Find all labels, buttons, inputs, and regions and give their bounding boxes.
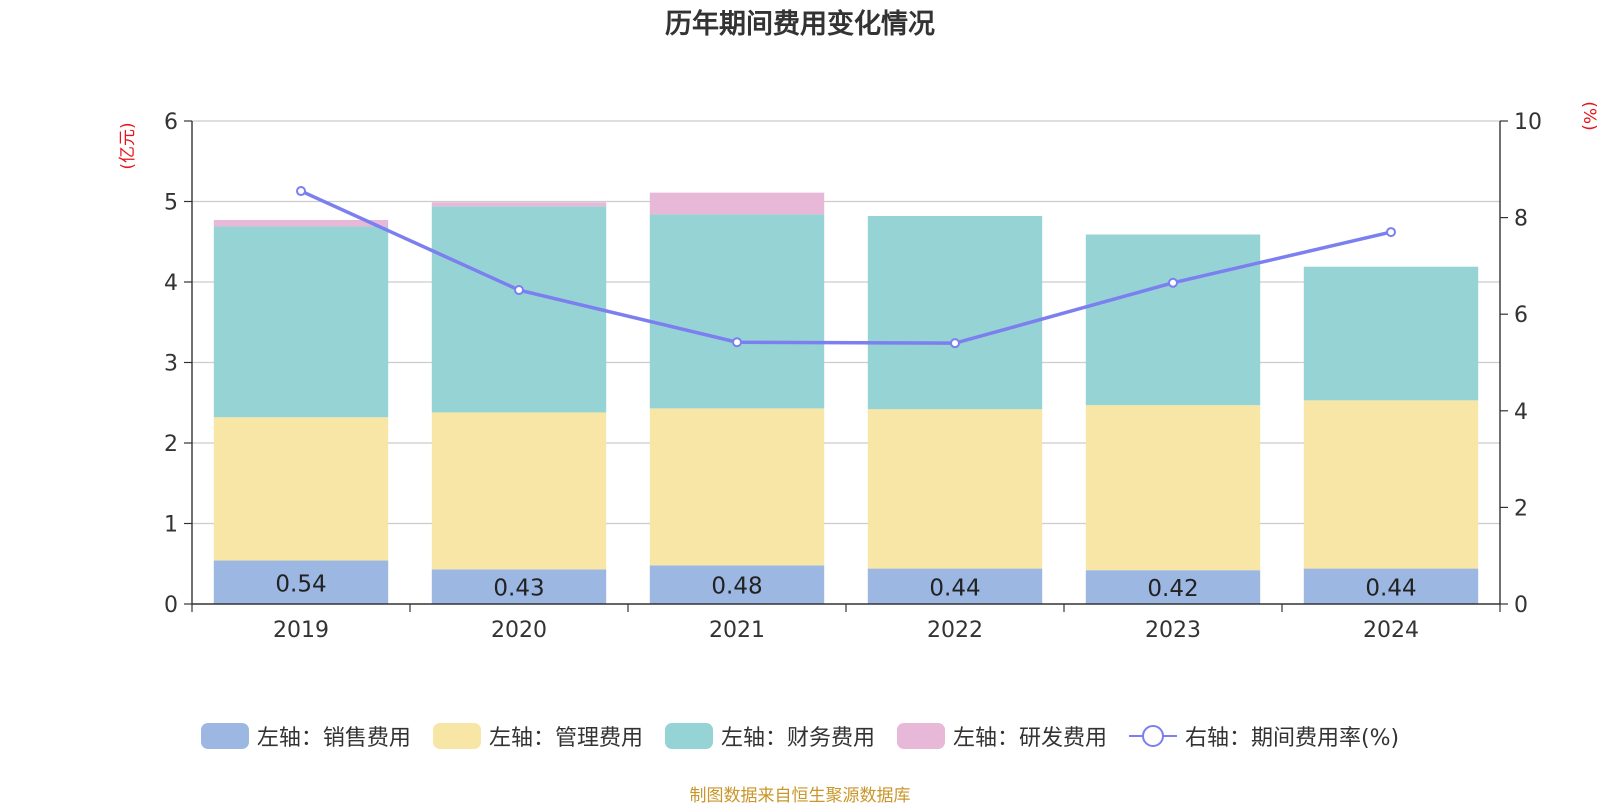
legend-item-rnd[interactable]: 左轴：研发费用	[896, 720, 1107, 752]
y-tick-label-left: 5	[164, 191, 178, 216]
bar-rnd-2019	[213, 220, 389, 227]
y-tick-label-left: 4	[164, 271, 178, 296]
y-tick-label-right: 6	[1514, 303, 1528, 328]
data-label-sales-2023: 0.42	[1147, 576, 1198, 602]
legend-item-admin[interactable]: 左轴：管理费用	[432, 720, 643, 752]
rate-point-2021	[732, 337, 742, 348]
legend-label-admin: 左轴：管理费用	[488, 726, 643, 751]
y-tick-label-right: 4	[1514, 400, 1528, 425]
y-axis-unit-right: (%)	[1579, 101, 1599, 130]
bar-rnd-2021	[649, 192, 825, 215]
y-tick-label-left: 6	[164, 110, 178, 135]
bar-finance-2021	[649, 214, 825, 409]
y-tick-label-right: 2	[1514, 496, 1528, 521]
bar-sales-2022	[867, 568, 1043, 604]
x-tick-label-2019: 2019	[273, 618, 329, 643]
rate-point-2024	[1386, 227, 1396, 238]
y-tick-label-left: 1	[164, 513, 178, 538]
y-axis-unit-left: (亿元)	[118, 122, 138, 169]
bar-admin-2021	[649, 408, 825, 566]
bar-finance-2022	[867, 215, 1043, 410]
chart-title: 历年期间费用变化情况	[665, 8, 935, 40]
data-label-sales-2022: 0.44	[929, 575, 980, 601]
rate-point-2020	[514, 285, 524, 296]
x-tick-label-2023: 2023	[1145, 618, 1201, 643]
bar-finance-2024	[1303, 266, 1479, 401]
y-tick-label-left: 2	[164, 432, 178, 457]
bar-sales-2020	[431, 569, 607, 604]
source-note: 制图数据来自恒生聚源数据库	[689, 786, 911, 806]
legend-swatch-admin	[432, 723, 481, 749]
legend: 左轴：销售费用 左轴：管理费用 左轴：财务费用 左轴：研发费用 右轴：期间费用率…	[0, 720, 1600, 752]
bar-finance-2019	[213, 226, 389, 418]
legend-label-rnd: 左轴：研发费用	[952, 726, 1107, 751]
bar-admin-2023	[1085, 405, 1261, 571]
bar-finance-2023	[1085, 234, 1261, 406]
legend-label-sales: 左轴：销售费用	[256, 726, 411, 751]
legend-item-rate[interactable]: 右轴：期间费用率(%)	[1128, 720, 1400, 752]
bar-finance-2020	[431, 206, 607, 413]
y-tick-label-right: 8	[1514, 207, 1528, 232]
bar-admin-2024	[1303, 400, 1479, 569]
data-label-sales-2021: 0.48	[711, 574, 762, 600]
bar-sales-2021	[649, 565, 825, 604]
y-tick-label-right: 10	[1514, 110, 1542, 135]
legend-swatch-rnd	[896, 723, 945, 749]
legend-swatch-finance	[664, 723, 713, 749]
y-tick-label-left: 3	[164, 352, 178, 377]
rate-point-2023	[1168, 277, 1178, 288]
y-tick-label-left: 0	[164, 593, 178, 618]
legend-item-finance[interactable]: 左轴：财务费用	[664, 720, 875, 752]
legend-label-rate: 右轴：期间费用率(%)	[1184, 726, 1400, 751]
bar-admin-2022	[867, 409, 1043, 569]
rate-line	[300, 189, 1392, 345]
legend-label-finance: 左轴：财务费用	[720, 726, 875, 751]
bar-rnd-2020	[431, 202, 607, 207]
legend-swatch-sales	[200, 723, 249, 749]
x-tick-label-2020: 2020	[491, 618, 547, 643]
bar-admin-2019	[213, 417, 389, 561]
rate-point-2019	[296, 186, 306, 197]
x-tick-label-2024: 2024	[1363, 618, 1419, 643]
bar-admin-2020	[431, 412, 607, 570]
data-label-sales-2020: 0.43	[493, 576, 544, 602]
x-tick-label-2022: 2022	[927, 618, 983, 643]
y-tick-label-right: 0	[1514, 593, 1528, 618]
data-label-sales-2019: 0.54	[275, 571, 326, 597]
bar-sales-2023	[1085, 570, 1261, 604]
legend-swatch-rate	[1128, 723, 1177, 749]
data-label-sales-2024: 0.44	[1365, 575, 1416, 601]
rate-point-2022	[950, 338, 960, 349]
bar-sales-2024	[1303, 568, 1479, 604]
legend-item-sales[interactable]: 左轴：销售费用	[200, 720, 411, 752]
x-tick-label-2021: 2021	[709, 618, 765, 643]
bar-sales-2019	[213, 560, 389, 604]
